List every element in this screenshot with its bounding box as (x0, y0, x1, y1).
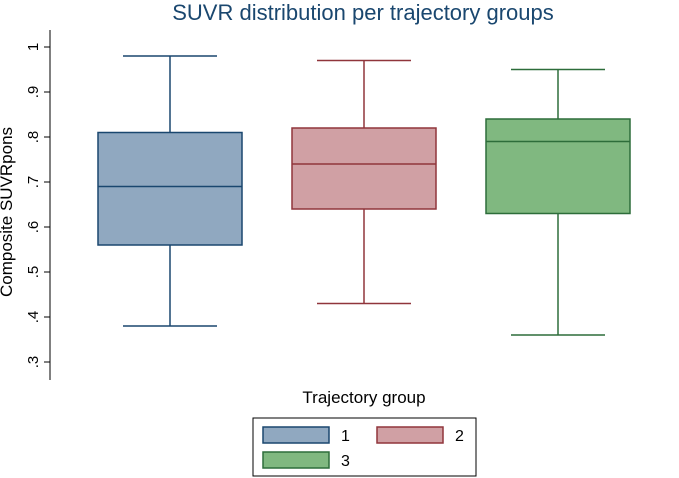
box-iqr-2 (291, 127, 437, 210)
y-axis-ticks: .3 .4 .5 .6 .7 .8 .9 1 (25, 43, 50, 368)
chart-title: SUVR distribution per trajectory groups (172, 0, 554, 25)
y-tick-label-3: .6 (25, 221, 42, 234)
y-tick-label-7: 1 (25, 43, 42, 51)
y-axis-label: Composite SUVRpons (0, 127, 16, 297)
box-plots (97, 55, 631, 336)
legend-swatch-3 (262, 451, 330, 469)
legend-label-2: 2 (455, 428, 464, 445)
y-tick-label-2: .5 (25, 266, 42, 279)
box-group-3 (485, 68, 631, 336)
box-group-1 (97, 55, 243, 327)
box-iqr-1 (97, 131, 243, 246)
legend: 1 2 3 (262, 426, 464, 470)
x-axis-label: Trajectory group (302, 388, 425, 407)
y-tick-label-4: .7 (25, 176, 42, 189)
box-group-2 (291, 59, 437, 305)
y-tick-label-5: .8 (25, 131, 42, 144)
box-iqr-3 (485, 118, 631, 215)
legend-label-3: 3 (341, 453, 350, 470)
legend-label-1: 1 (341, 428, 350, 445)
y-tick-label-0: .3 (25, 356, 42, 369)
y-tick-label-6: .9 (25, 86, 42, 99)
legend-swatch-2 (376, 426, 444, 444)
legend-swatch-1 (262, 426, 330, 444)
y-tick-label-1: .4 (25, 311, 42, 324)
